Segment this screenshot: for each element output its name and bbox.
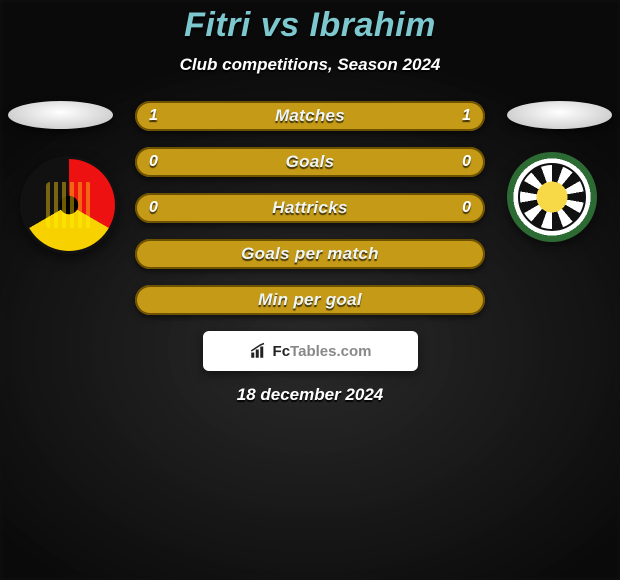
stat-label: Min per goal [258, 290, 362, 310]
comparison-title: Fitri vs Ibrahim [0, 6, 620, 45]
attribution-badge: FcTables.com [203, 331, 418, 371]
stat-bars: 1 Matches 1 0 Goals 0 0 Hattricks 0 Goal… [135, 101, 485, 331]
stat-value-left: 0 [149, 153, 158, 171]
player-right-disc [507, 101, 612, 129]
stat-value-right: 0 [462, 153, 471, 171]
stat-bar-goals-per-match: Goals per match [135, 239, 485, 269]
comparison-arena: 1 Matches 1 0 Goals 0 0 Hattricks 0 Goal… [0, 101, 620, 331]
stat-bar-min-per-goal: Min per goal [135, 285, 485, 315]
chart-icon [249, 342, 267, 360]
stat-bar-hattricks: 0 Hattricks 0 [135, 193, 485, 223]
attribution-domain: Tables.com [290, 343, 371, 360]
stat-label: Goals [286, 152, 335, 172]
stat-bar-goals: 0 Goals 0 [135, 147, 485, 177]
team-crest-right [508, 153, 596, 241]
team-crest-left [20, 156, 118, 254]
comparison-subtitle: Club competitions, Season 2024 [0, 55, 620, 75]
stat-value-left: 0 [149, 199, 158, 217]
stat-label: Hattricks [272, 198, 347, 218]
player-left-disc [8, 101, 113, 129]
stat-bar-matches: 1 Matches 1 [135, 101, 485, 131]
stat-label: Goals per match [241, 244, 379, 264]
infographic-card: Fitri vs Ibrahim Club competitions, Seas… [0, 0, 620, 405]
attribution-brand: Fc [273, 343, 291, 360]
stat-value-left: 1 [149, 107, 158, 125]
comparison-date: 18 december 2024 [0, 385, 620, 405]
stat-label: Matches [275, 106, 345, 126]
stat-value-right: 1 [462, 107, 471, 125]
stat-value-right: 0 [462, 199, 471, 217]
attribution-text: FcTables.com [273, 343, 372, 360]
